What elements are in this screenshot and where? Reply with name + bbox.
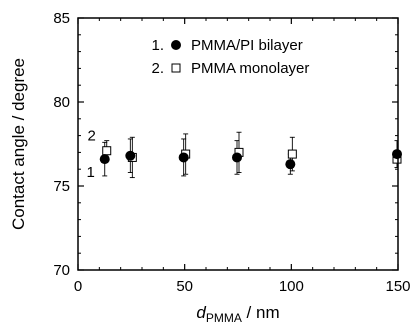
bilayer-point [232, 152, 242, 163]
error-bars [102, 131, 398, 179]
curve-labels: 12 [87, 128, 96, 181]
legend-index: 2. [151, 60, 164, 77]
curve-label-2: 2 [88, 128, 96, 145]
monolayer-point [102, 146, 112, 156]
plot-frame [77, 17, 399, 271]
bilayer-point [99, 154, 110, 165]
data-markers [99, 146, 402, 170]
x-tick-label: 50 [176, 278, 193, 295]
curve-label-1: 1 [87, 164, 95, 181]
legend: 1. PMMA/PI bilayer 2. PMMA monolayer [151, 37, 309, 77]
axis-ticks: 0 50 100 150 70 75 80 85 [53, 10, 410, 295]
y-tick-label: 80 [53, 94, 70, 111]
bilayer-point [285, 159, 296, 170]
x-tick-label: 0 [74, 278, 82, 295]
y-axis-label: Contact angle / degree [9, 58, 28, 230]
y-tick-label: 70 [53, 262, 70, 279]
monolayer-point [287, 149, 297, 159]
legend-marker [171, 40, 181, 50]
x-axis-label: dPMMA / nm [196, 303, 279, 325]
legend-entry: PMMA/PI bilayer [191, 37, 303, 54]
x-tick-label: 100 [279, 278, 304, 295]
x-tick-label: 150 [385, 278, 410, 295]
bilayer-point [178, 152, 189, 163]
x-axis-label-subscript: PMMA [206, 311, 242, 325]
bilayer-point [125, 150, 136, 161]
y-tick-label: 75 [53, 178, 70, 195]
x-axis-label-unit: / nm [242, 303, 280, 322]
bilayer-point [392, 149, 402, 160]
legend-marker [171, 63, 181, 73]
x-axis-label-symbol: d [196, 303, 206, 322]
y-tick-label: 85 [53, 10, 70, 27]
legend-index: 1. [151, 37, 164, 54]
legend-entry: PMMA monolayer [191, 60, 309, 77]
